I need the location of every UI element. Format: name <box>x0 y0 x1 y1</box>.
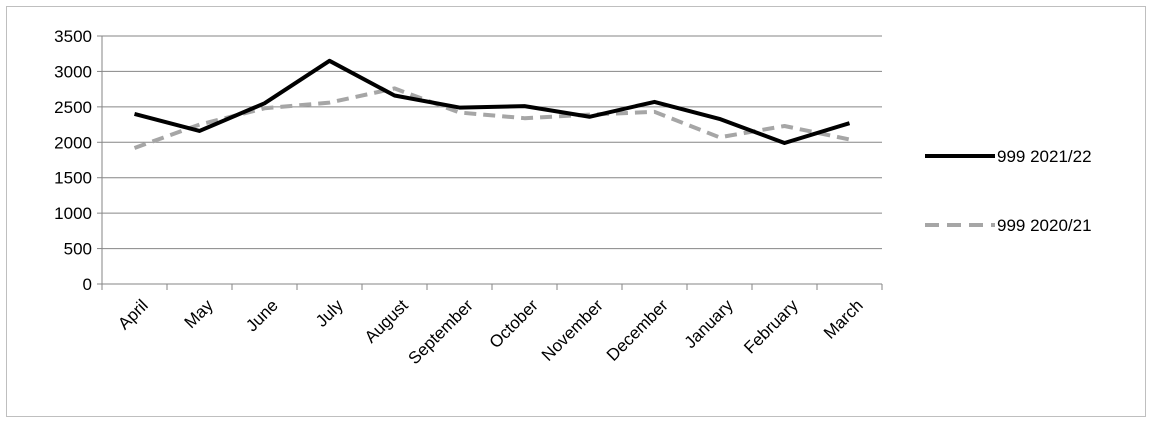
x-tick-label: June <box>242 296 282 336</box>
x-tick-label: July <box>312 296 347 331</box>
legend-label: 999 2021/22 <box>997 147 1092 166</box>
gridlines <box>102 35 882 250</box>
legend: 999 2021/22 999 2020/21 <box>925 147 1092 235</box>
y-tick-label: 2000 <box>54 133 92 152</box>
y-axis-tick-labels: 0 500 1000 1500 2000 2500 3000 3500 <box>54 27 92 294</box>
series-line <box>133 58 851 145</box>
legend-label: 999 2020/21 <box>997 216 1092 235</box>
x-tick-label: October <box>486 296 542 352</box>
x-tick-label: May <box>181 296 217 332</box>
chart-frame <box>6 6 1146 417</box>
y-tick-label: 2500 <box>54 98 92 117</box>
y-tick-label: 1000 <box>54 204 92 223</box>
y-tick-label: 3000 <box>54 62 92 81</box>
y-tick-label: 0 <box>83 275 92 294</box>
y-tick-label: 500 <box>64 240 92 259</box>
x-tick-label: December <box>603 296 672 365</box>
x-tick-label: September <box>405 296 477 368</box>
x-tick-label: February <box>740 296 802 358</box>
x-tick-label: March <box>820 296 867 343</box>
x-tick-label: April <box>114 296 151 333</box>
x-tick-label: November <box>538 296 607 365</box>
x-tick-label: August <box>361 296 412 347</box>
series-line <box>133 86 850 150</box>
y-tick-label: 1500 <box>54 169 92 188</box>
x-tick-label: January <box>681 296 738 353</box>
series-lines <box>133 58 851 150</box>
axes <box>97 35 883 290</box>
y-tick-label: 3500 <box>54 27 92 46</box>
